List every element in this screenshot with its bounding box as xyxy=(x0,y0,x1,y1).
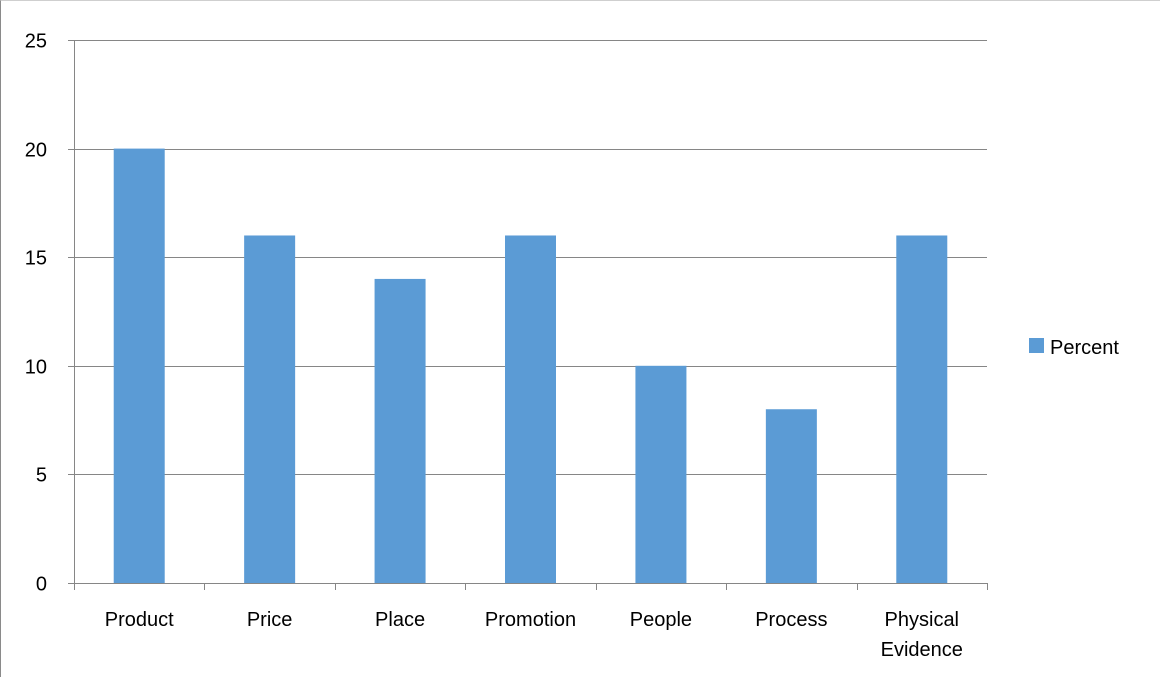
y-tick-label: 20 xyxy=(25,140,47,162)
x-category-label: Product xyxy=(105,609,174,631)
x-category-label: Promotion xyxy=(485,609,576,631)
y-tick-labels: 0 5 10 15 20 25 xyxy=(25,31,47,596)
y-tick-label: 5 xyxy=(36,465,47,487)
bar-people xyxy=(635,365,687,583)
bar-physical-evidence xyxy=(896,235,948,584)
x-category-label: Physical Evidence xyxy=(881,609,963,661)
axes xyxy=(68,40,988,590)
y-tick-label: 15 xyxy=(25,248,47,270)
bar-place xyxy=(374,278,426,583)
legend-swatch xyxy=(1029,338,1044,353)
x-category-label: Place xyxy=(375,609,425,631)
bars xyxy=(113,148,948,584)
bar-price xyxy=(244,235,296,584)
legend: Percent xyxy=(1029,337,1119,359)
bar-product xyxy=(113,148,165,583)
bar-promotion xyxy=(505,235,556,584)
y-tick-label: 0 xyxy=(36,574,47,596)
y-tick-label: 25 xyxy=(25,31,47,53)
x-category-label: People xyxy=(630,609,692,631)
x-category-label: Price xyxy=(247,609,293,631)
y-tick-label: 10 xyxy=(25,357,47,379)
bar-process xyxy=(765,409,817,583)
legend-label: Percent xyxy=(1050,337,1119,359)
x-category-labels: Product Price Place Promotion People Process P… xyxy=(105,609,963,661)
x-category-label: Process xyxy=(755,609,827,631)
